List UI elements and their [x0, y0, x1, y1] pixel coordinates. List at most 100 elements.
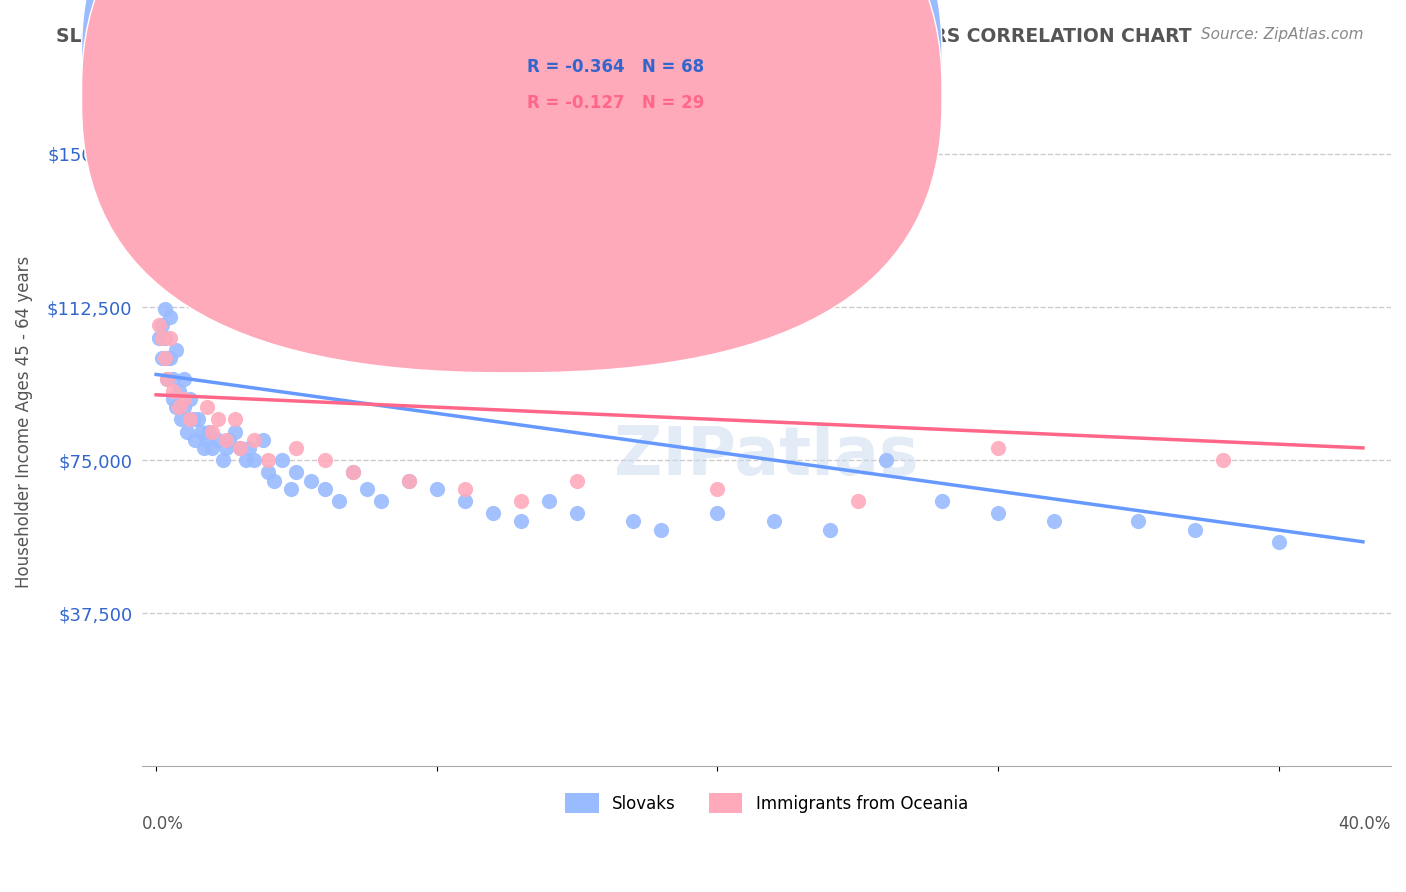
Text: 0.0%: 0.0% [142, 814, 184, 832]
Point [299, 474, 322, 488]
Point [187, 412, 209, 426]
Point [621, 515, 644, 529]
Point [162, 392, 184, 406]
Point [159, 331, 181, 345]
Point [271, 453, 294, 467]
Point [426, 482, 449, 496]
Point [170, 412, 193, 426]
Point [565, 506, 588, 520]
Point [179, 392, 201, 406]
Point [356, 482, 378, 496]
Point [342, 466, 364, 480]
Point [987, 441, 1010, 455]
Point [212, 453, 235, 467]
Point [285, 466, 308, 480]
Point [987, 506, 1010, 520]
Point [1212, 453, 1234, 467]
Point [238, 441, 260, 455]
Point [931, 494, 953, 508]
Point [538, 494, 561, 508]
Point [207, 412, 229, 426]
Point [201, 441, 224, 455]
Legend: Slovaks, Immigrants from Oceania: Slovaks, Immigrants from Oceania [558, 787, 974, 820]
Point [159, 310, 181, 325]
Text: 40.0%: 40.0% [1339, 814, 1391, 832]
Point [257, 466, 280, 480]
Point [1184, 523, 1206, 537]
Point [565, 474, 588, 488]
Point [243, 433, 266, 447]
Point [148, 318, 170, 333]
Point [165, 400, 187, 414]
Point [1267, 534, 1289, 549]
Point [818, 523, 841, 537]
Point [252, 433, 274, 447]
Point [207, 433, 229, 447]
Point [156, 371, 179, 385]
Point [176, 425, 198, 439]
Point [201, 425, 224, 439]
Point [173, 371, 195, 385]
Point [193, 441, 215, 455]
Point [235, 453, 257, 467]
Point [398, 474, 420, 488]
Point [215, 433, 238, 447]
Point [181, 412, 204, 426]
Point [342, 466, 364, 480]
Point [156, 351, 179, 365]
Point [153, 351, 176, 365]
Point [150, 318, 173, 333]
Point [150, 331, 173, 345]
Text: ZIPatlas: ZIPatlas [614, 424, 920, 490]
Point [257, 453, 280, 467]
Y-axis label: Householder Income Ages 45 - 64 years: Householder Income Ages 45 - 64 years [15, 256, 32, 588]
Point [150, 351, 173, 365]
Point [370, 494, 392, 508]
Point [510, 494, 533, 508]
Point [706, 482, 728, 496]
Point [190, 425, 212, 439]
Point [218, 433, 240, 447]
Point [148, 331, 170, 345]
Point [179, 412, 201, 426]
Point [762, 515, 785, 529]
Point [184, 433, 207, 447]
Point [846, 494, 869, 508]
Point [165, 343, 187, 357]
Text: R = -0.127   N = 29: R = -0.127 N = 29 [527, 94, 704, 112]
Point [243, 453, 266, 467]
Text: R = -0.364   N = 68: R = -0.364 N = 68 [527, 58, 704, 76]
Point [482, 506, 505, 520]
Point [159, 351, 181, 365]
Point [162, 384, 184, 398]
Point [167, 384, 190, 398]
Point [285, 441, 308, 455]
Point [398, 474, 420, 488]
Point [706, 506, 728, 520]
Point [280, 482, 302, 496]
Point [510, 515, 533, 529]
Point [1128, 515, 1150, 529]
Point [314, 482, 336, 496]
Point [224, 425, 246, 439]
Point [263, 474, 285, 488]
Text: SLOVAK VS IMMIGRANTS FROM OCEANIA HOUSEHOLDER INCOME AGES 45 - 64 YEARS CORRELAT: SLOVAK VS IMMIGRANTS FROM OCEANIA HOUSEH… [56, 27, 1192, 45]
Point [187, 228, 209, 243]
Point [875, 453, 897, 467]
Text: Source: ZipAtlas.com: Source: ZipAtlas.com [1201, 27, 1364, 42]
Point [162, 371, 184, 385]
Point [153, 302, 176, 317]
Point [328, 494, 350, 508]
Point [314, 453, 336, 467]
Point [454, 494, 477, 508]
Point [229, 441, 252, 455]
Point [198, 425, 221, 439]
Point [195, 433, 218, 447]
Point [224, 412, 246, 426]
Point [454, 482, 477, 496]
Point [195, 400, 218, 414]
Point [153, 331, 176, 345]
Point [173, 400, 195, 414]
Point [215, 441, 238, 455]
Point [156, 371, 179, 385]
